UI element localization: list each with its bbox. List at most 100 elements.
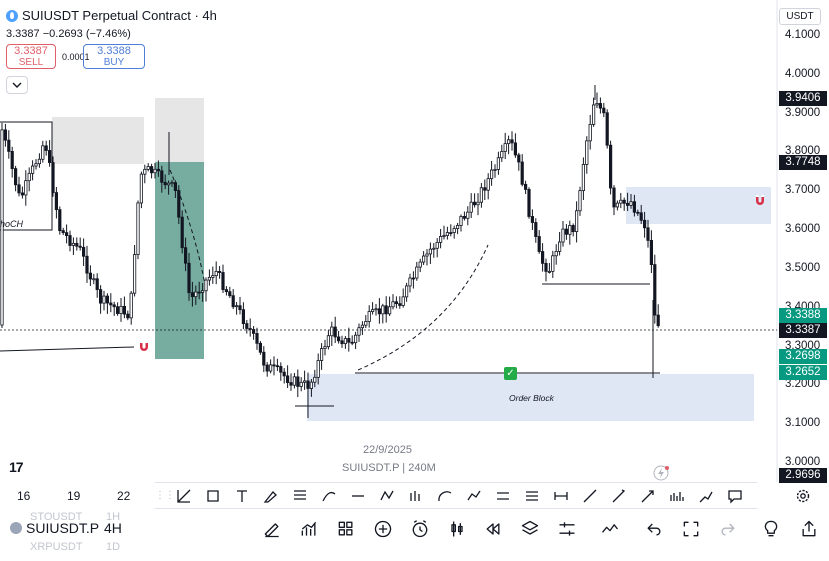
candle-body bbox=[105, 295, 109, 304]
candle-body bbox=[626, 202, 630, 206]
candle-body bbox=[489, 169, 494, 180]
candle-body bbox=[173, 182, 177, 191]
compare-icon[interactable] bbox=[599, 518, 621, 540]
callout-icon[interactable] bbox=[720, 485, 749, 507]
sell-button[interactable]: 3.3387 SELL bbox=[6, 44, 56, 69]
brush-icon[interactable] bbox=[256, 485, 285, 507]
layers-icon[interactable] bbox=[519, 518, 541, 540]
redo-icon[interactable] bbox=[717, 518, 739, 540]
replay-icon[interactable] bbox=[482, 518, 504, 540]
candle-body bbox=[177, 190, 181, 218]
candle-body bbox=[204, 279, 208, 292]
candle-body bbox=[520, 161, 524, 185]
projection-curve bbox=[169, 169, 206, 286]
rectangle-icon[interactable] bbox=[198, 485, 227, 507]
symbol-title: SUIUSDT Perpetual Contract · 4h bbox=[22, 8, 217, 23]
trendline-icon[interactable] bbox=[169, 485, 198, 507]
candle-body bbox=[119, 305, 123, 314]
arrow-icon[interactable] bbox=[633, 485, 662, 507]
candle-body bbox=[187, 262, 191, 294]
candle-body bbox=[319, 348, 324, 361]
replay-icon bbox=[486, 523, 500, 535]
candle-type-icon[interactable] bbox=[446, 518, 468, 540]
candle-body bbox=[438, 236, 443, 243]
volume-profile-icon[interactable] bbox=[662, 485, 691, 507]
polyline-icon[interactable] bbox=[459, 485, 488, 507]
timeframe-selector[interactable]: 4H bbox=[104, 520, 122, 536]
candle-body bbox=[561, 228, 565, 243]
tradingview-logo[interactable]: 17 bbox=[9, 459, 24, 475]
candle-body bbox=[615, 202, 620, 208]
settings-sliders-icon[interactable] bbox=[556, 518, 578, 540]
check-icon: ✓ bbox=[504, 367, 517, 380]
candle-body bbox=[82, 246, 86, 257]
candle-body bbox=[357, 327, 361, 336]
gear-icon[interactable] bbox=[795, 488, 811, 504]
candle-body bbox=[541, 251, 545, 264]
candle-body bbox=[316, 360, 320, 378]
curve-icon[interactable] bbox=[314, 485, 343, 507]
candle-body bbox=[377, 308, 382, 315]
candle-body bbox=[24, 180, 28, 196]
candle-body bbox=[503, 143, 507, 152]
candle-body bbox=[425, 253, 429, 257]
regression-icon bbox=[525, 490, 538, 501]
arc-icon[interactable] bbox=[430, 485, 459, 507]
alert-icon[interactable] bbox=[409, 518, 431, 540]
candle-body bbox=[609, 144, 613, 189]
candle-body bbox=[333, 326, 337, 338]
buy-button[interactable]: 3.3388 BUY bbox=[83, 44, 145, 69]
light-bulb-icon[interactable] bbox=[760, 518, 782, 540]
symbol-selector[interactable]: SUIUSDT.P bbox=[10, 520, 99, 536]
regression-icon[interactable] bbox=[517, 485, 546, 507]
add-icon[interactable] bbox=[372, 518, 394, 540]
price-axis-label: 3.1000 bbox=[785, 417, 821, 430]
candle-body bbox=[92, 278, 96, 281]
series-info: SUIUSDT.P | 240M bbox=[342, 462, 436, 474]
polyline-icon bbox=[466, 490, 481, 500]
price-axis-label: 4.0000 bbox=[785, 67, 821, 80]
candle-body bbox=[530, 216, 535, 223]
layouts-icon[interactable] bbox=[335, 518, 357, 540]
indicators-icon[interactable] bbox=[298, 518, 320, 540]
currency-selector[interactable]: USDT bbox=[779, 8, 821, 25]
parallel-channel-icon[interactable] bbox=[488, 485, 517, 507]
drag-handle-icon[interactable]: ⋮⋮ bbox=[155, 490, 175, 501]
measure-icon[interactable] bbox=[546, 485, 575, 507]
sui-logo-icon bbox=[6, 9, 18, 22]
pattern-icon[interactable] bbox=[372, 485, 401, 507]
candle-body bbox=[289, 382, 293, 386]
pencil-icon[interactable] bbox=[604, 485, 633, 507]
candle-body bbox=[75, 242, 79, 247]
long-short-icon[interactable] bbox=[401, 485, 430, 507]
candle-body bbox=[544, 262, 548, 272]
candle-body bbox=[245, 323, 249, 329]
measure-icon bbox=[553, 491, 568, 500]
ray-icon[interactable] bbox=[575, 485, 604, 507]
collapse-button[interactable] bbox=[6, 76, 28, 94]
candle-body bbox=[506, 139, 511, 145]
order-block-zone bbox=[307, 374, 754, 421]
fib-icon[interactable] bbox=[285, 485, 314, 507]
text-icon[interactable] bbox=[227, 485, 256, 507]
undo-icon[interactable] bbox=[643, 518, 665, 540]
candle-body bbox=[292, 376, 297, 386]
candle-body bbox=[34, 163, 38, 167]
buy-price: 3.3388 bbox=[97, 45, 131, 57]
horizontal-line-icon[interactable] bbox=[343, 485, 372, 507]
candle-body bbox=[493, 169, 497, 171]
ghost-symbol: XRPUSDT bbox=[30, 541, 83, 553]
indicators-icon bbox=[301, 521, 317, 536]
draw-icon[interactable] bbox=[261, 518, 283, 540]
lightning-icon[interactable] bbox=[652, 465, 670, 481]
time-label: 16 bbox=[17, 489, 31, 503]
path-icon[interactable] bbox=[691, 485, 720, 507]
candle-body bbox=[197, 291, 201, 294]
candle-body bbox=[255, 333, 259, 344]
fullscreen-icon[interactable] bbox=[680, 518, 702, 540]
candle-body bbox=[421, 255, 426, 263]
share-icon[interactable] bbox=[798, 518, 820, 540]
candle-body bbox=[58, 209, 62, 232]
candle-body bbox=[180, 216, 184, 249]
